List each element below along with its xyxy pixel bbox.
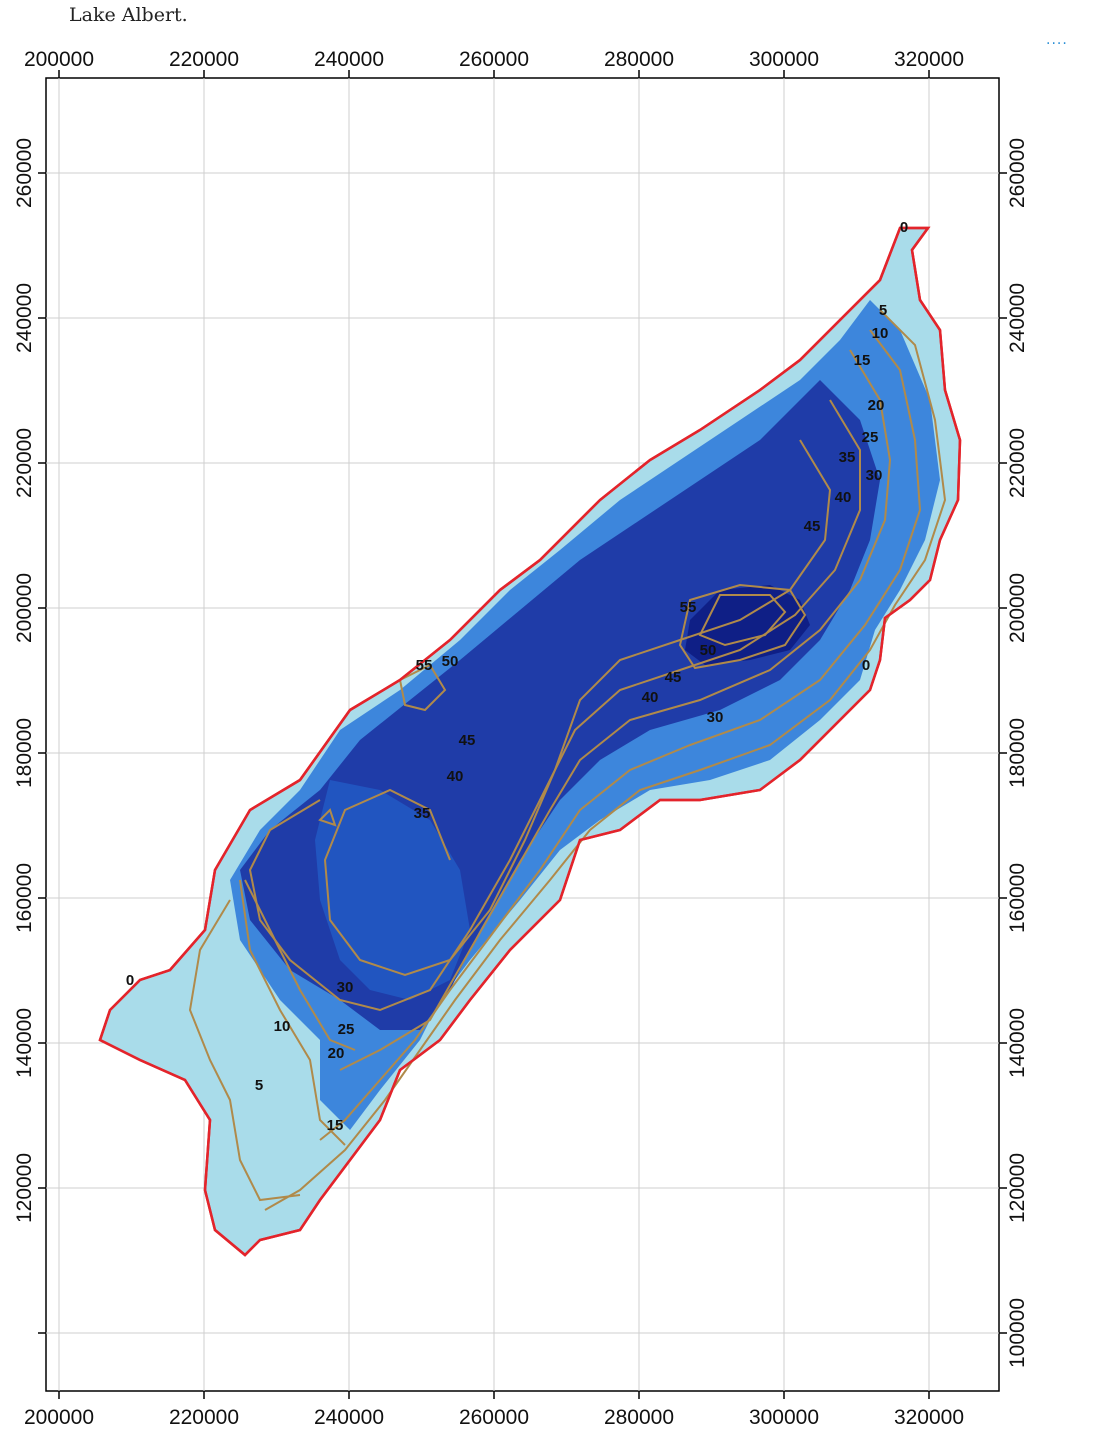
y-tick-label-left: 180000 (13, 718, 36, 788)
contour-label: 45 (459, 732, 476, 749)
y-tick-label-right: 120000 (1006, 1153, 1029, 1223)
left-axis-labels: 260000 240000 220000 200000 180000 16000… (13, 138, 36, 1223)
x-tick-label-top: 320000 (894, 48, 964, 71)
contour-label: 0 (126, 972, 134, 989)
y-tick-label-left: 260000 (13, 138, 36, 208)
contour-label: 20 (868, 397, 885, 414)
x-tick-label-top: 260000 (459, 48, 529, 71)
contour-label: 35 (414, 805, 431, 822)
x-tick-label-bottom: 240000 (314, 1406, 384, 1429)
contour-label: 15 (854, 352, 871, 369)
contour-label: 45 (804, 518, 821, 535)
contour-label: 50 (700, 642, 717, 659)
contour-label: 0 (900, 219, 908, 236)
shoreline (98, 226, 962, 1257)
y-tick-label-left: 160000 (13, 863, 36, 933)
y-tick-label-right: 220000 (1006, 428, 1029, 498)
y-tick-label-right: 160000 (1006, 863, 1029, 933)
x-tick-label-bottom: 260000 (459, 1406, 529, 1429)
y-tick-label-left: 200000 (13, 573, 36, 643)
x-tick-label-top: 200000 (24, 48, 94, 71)
lake-deep-basin-south (315, 780, 470, 1000)
figure-caption: Lake Albert. (69, 4, 188, 26)
contour-label: 55 (680, 599, 697, 616)
contour-label: 30 (866, 467, 883, 484)
contour-label: 45 (665, 669, 682, 686)
bottom-axis-labels: 200000 220000 240000 260000 280000 30000… (24, 1406, 964, 1429)
right-axis-labels: 260000 240000 220000 200000 180000 16000… (1006, 138, 1029, 1368)
contour-label: 40 (835, 489, 852, 506)
y-tick-label-right: 180000 (1006, 718, 1029, 788)
contour-label: 40 (447, 768, 464, 785)
contour-label: 30 (707, 709, 724, 726)
y-tick-label-left: 120000 (13, 1153, 36, 1223)
x-tick-label-bottom: 300000 (749, 1406, 819, 1429)
x-tick-label-bottom: 280000 (604, 1406, 674, 1429)
contour-label: 25 (338, 1021, 355, 1038)
x-tick-label-bottom: 200000 (24, 1406, 94, 1429)
contour-label: 20 (328, 1045, 345, 1062)
x-tick-label-top: 300000 (749, 48, 819, 71)
contour-label: 5 (879, 302, 887, 319)
contour-label: 35 (839, 449, 856, 466)
y-tick-label-left: 240000 (13, 283, 36, 353)
y-tick-label-right: 140000 (1006, 1008, 1029, 1078)
x-tick-label-top: 280000 (604, 48, 674, 71)
lake-albert (98, 226, 962, 1257)
y-tick-label-right: 240000 (1006, 283, 1029, 353)
y-tick-label-right: 260000 (1006, 138, 1029, 208)
y-tick-label-left: 140000 (13, 1008, 36, 1078)
y-tick-label-right: 200000 (1006, 573, 1029, 643)
contour-label: 50 (442, 653, 459, 670)
y-tick-label-right: 100000 (1006, 1298, 1029, 1368)
tick-marks (38, 70, 1007, 1399)
top-axis-labels: 200000 220000 240000 260000 280000 30000… (24, 48, 964, 71)
contour-label: 40 (642, 689, 659, 706)
contour-label: 10 (274, 1018, 291, 1035)
contour-label: 30 (337, 979, 354, 996)
contour-label: 5 (255, 1077, 263, 1094)
contour-label: 0 (862, 657, 870, 674)
contour-label: 10 (872, 325, 889, 342)
x-tick-label-top: 240000 (314, 48, 384, 71)
contour-label: 15 (327, 1117, 344, 1134)
x-tick-label-bottom: 220000 (169, 1406, 239, 1429)
more-link[interactable]: .... (1046, 32, 1068, 48)
x-tick-label-bottom: 320000 (894, 1406, 964, 1429)
y-tick-label-left: 220000 (13, 428, 36, 498)
x-tick-label-top: 220000 (169, 48, 239, 71)
contour-label: 55 (416, 657, 433, 674)
contour-label: 25 (862, 429, 879, 446)
